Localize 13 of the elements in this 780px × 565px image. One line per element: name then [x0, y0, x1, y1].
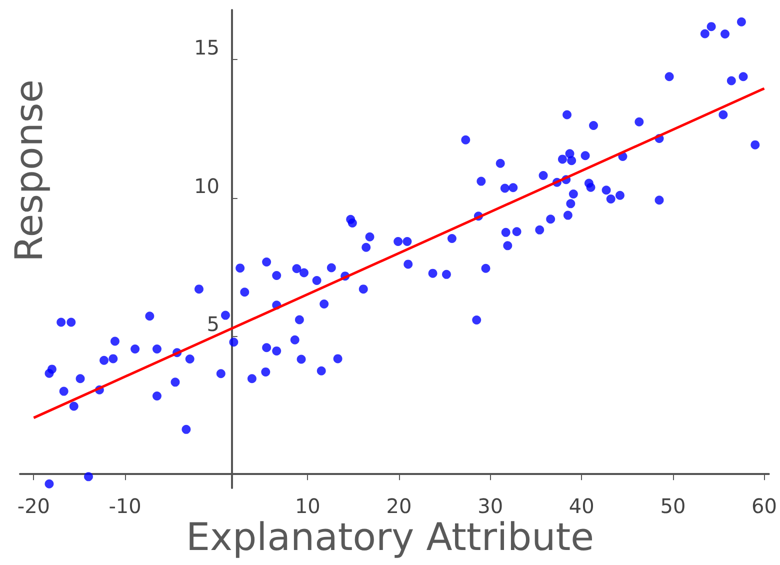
x-tick-label: 50: [660, 494, 686, 518]
x-tick-label: 60: [752, 494, 777, 518]
x-tick-label: -20: [17, 494, 50, 518]
x-tick-label: -10: [108, 494, 142, 518]
x-tick-label: 20: [386, 494, 412, 518]
x-tick-label: 40: [568, 494, 594, 518]
y-tick-label: 10: [194, 174, 220, 198]
x-tick-label: 10: [294, 494, 320, 518]
x-tick-label: 30: [478, 494, 504, 518]
y-tick-label: 5: [206, 312, 220, 336]
x-axis-title: Explanatory Attribute: [186, 515, 594, 559]
y-axis-title: Response: [7, 79, 51, 262]
y-tick-label: 15: [194, 36, 220, 60]
